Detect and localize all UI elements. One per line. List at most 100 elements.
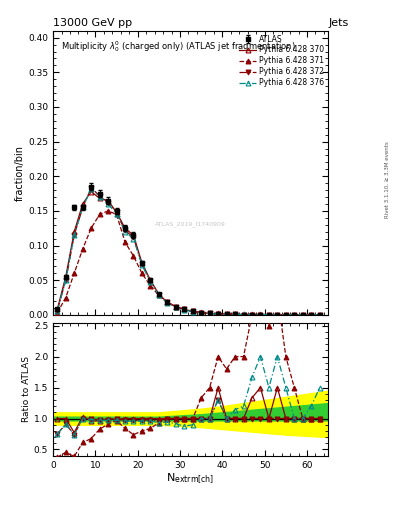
Pythia 6.428 371: [224, 311, 229, 317]
Pythia 6.428 376: [283, 312, 288, 318]
Pythia 6.428 371: [63, 294, 68, 301]
Pythia 6.428 372: [224, 311, 229, 317]
Pythia 6.428 372: [72, 232, 77, 238]
Pythia 6.428 372: [106, 200, 110, 206]
Pythia 6.428 376: [123, 229, 127, 235]
Pythia 6.428 371: [190, 308, 195, 314]
Pythia 6.428 371: [89, 225, 94, 231]
Pythia 6.428 376: [300, 312, 305, 318]
Pythia 6.428 376: [114, 210, 119, 217]
Pythia 6.428 371: [283, 312, 288, 318]
Pythia 6.428 371: [173, 304, 178, 310]
Pythia 6.428 376: [275, 312, 280, 318]
Pythia 6.428 370: [80, 201, 85, 207]
Pythia 6.428 376: [233, 311, 237, 317]
Pythia 6.428 370: [173, 304, 178, 310]
Pythia 6.428 372: [233, 311, 237, 317]
Pythia 6.428 371: [216, 310, 220, 316]
Pythia 6.428 370: [165, 300, 170, 306]
Pythia 6.428 371: [266, 311, 271, 317]
Pythia 6.428 376: [72, 232, 77, 238]
Pythia 6.428 376: [182, 307, 187, 313]
Pythia 6.428 370: [72, 229, 77, 235]
Line: Pythia 6.428 371: Pythia 6.428 371: [55, 208, 322, 317]
Pythia 6.428 370: [89, 188, 94, 195]
Pythia 6.428 372: [283, 312, 288, 318]
Pythia 6.428 370: [233, 311, 237, 317]
Pythia 6.428 372: [266, 312, 271, 318]
Pythia 6.428 370: [283, 312, 288, 318]
Pythia 6.428 372: [114, 209, 119, 216]
Line: Pythia 6.428 372: Pythia 6.428 372: [55, 186, 322, 317]
Pythia 6.428 372: [97, 193, 102, 199]
Pythia 6.428 376: [207, 310, 212, 316]
Pythia 6.428 371: [165, 300, 170, 306]
Pythia 6.428 372: [131, 234, 136, 240]
Pythia 6.428 370: [97, 196, 102, 202]
Pythia 6.428 372: [63, 277, 68, 283]
Pythia 6.428 376: [266, 312, 271, 318]
Pythia 6.428 371: [292, 312, 297, 318]
Pythia 6.428 371: [309, 312, 314, 318]
Pythia 6.428 376: [140, 262, 144, 268]
X-axis label: N$_{\mathrm{extrm[ch]}}$: N$_{\mathrm{extrm[ch]}}$: [167, 472, 215, 486]
Pythia 6.428 372: [156, 292, 161, 298]
Legend: ATLAS, Pythia 6.428 370, Pythia 6.428 371, Pythia 6.428 372, Pythia 6.428 376: ATLAS, Pythia 6.428 370, Pythia 6.428 37…: [238, 33, 326, 89]
Line: Pythia 6.428 376: Pythia 6.428 376: [55, 186, 322, 317]
Pythia 6.428 371: [140, 270, 144, 276]
Pythia 6.428 376: [55, 308, 60, 314]
Pythia 6.428 372: [89, 185, 94, 191]
Pythia 6.428 370: [241, 311, 246, 317]
Text: 13000 GeV pp: 13000 GeV pp: [53, 18, 132, 28]
Pythia 6.428 376: [317, 312, 322, 318]
Pythia 6.428 376: [148, 279, 153, 285]
Pythia 6.428 372: [207, 310, 212, 316]
Pythia 6.428 370: [250, 311, 254, 317]
Text: Multiplicity $\lambda_0^0$ (charged only) (ATLAS jet fragmentation): Multiplicity $\lambda_0^0$ (charged only…: [61, 39, 296, 54]
Pythia 6.428 370: [182, 306, 187, 312]
Text: Jets: Jets: [328, 18, 349, 28]
Pythia 6.428 376: [258, 311, 263, 317]
Pythia 6.428 376: [80, 204, 85, 210]
Y-axis label: Ratio to ATLAS: Ratio to ATLAS: [22, 356, 31, 422]
Pythia 6.428 370: [190, 308, 195, 314]
Pythia 6.428 371: [233, 311, 237, 317]
Pythia 6.428 371: [317, 312, 322, 318]
Pythia 6.428 376: [190, 309, 195, 315]
Pythia 6.428 370: [199, 310, 204, 316]
Pythia 6.428 372: [309, 312, 314, 318]
Pythia 6.428 370: [216, 311, 220, 317]
Pythia 6.428 372: [55, 308, 60, 314]
Pythia 6.428 372: [300, 312, 305, 318]
Pythia 6.428 370: [106, 198, 110, 204]
Pythia 6.428 371: [131, 253, 136, 259]
Pythia 6.428 370: [207, 310, 212, 316]
Pythia 6.428 376: [63, 277, 68, 283]
Pythia 6.428 371: [97, 211, 102, 218]
Pythia 6.428 371: [114, 211, 119, 218]
Pythia 6.428 372: [199, 310, 204, 316]
Pythia 6.428 372: [292, 312, 297, 318]
Pythia 6.428 370: [317, 312, 322, 318]
Pythia 6.428 372: [275, 312, 280, 318]
Pythia 6.428 370: [148, 277, 153, 283]
Pythia 6.428 371: [55, 310, 60, 316]
Pythia 6.428 376: [106, 201, 110, 207]
Pythia 6.428 376: [199, 310, 204, 316]
Pythia 6.428 370: [140, 260, 144, 266]
Pythia 6.428 370: [275, 312, 280, 318]
Pythia 6.428 371: [258, 311, 263, 317]
Pythia 6.428 372: [258, 312, 263, 318]
Pythia 6.428 371: [300, 312, 305, 318]
Pythia 6.428 371: [241, 311, 246, 317]
Pythia 6.428 376: [89, 186, 94, 192]
Pythia 6.428 370: [224, 311, 229, 317]
Pythia 6.428 372: [250, 312, 254, 318]
Pythia 6.428 371: [250, 311, 254, 317]
Y-axis label: fraction/bin: fraction/bin: [15, 145, 25, 201]
Pythia 6.428 372: [182, 306, 187, 312]
Pythia 6.428 372: [123, 227, 127, 233]
Pythia 6.428 371: [156, 292, 161, 298]
Pythia 6.428 371: [106, 208, 110, 214]
Pythia 6.428 371: [148, 283, 153, 289]
